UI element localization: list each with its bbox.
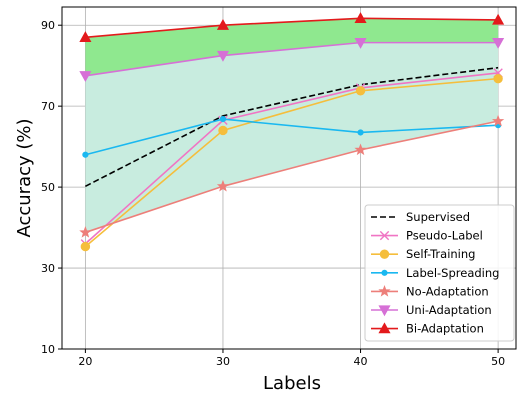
series-line-no-adaptation — [85, 120, 499, 234]
x-tick-label: 20 — [78, 355, 92, 368]
series-lines — [79, 12, 505, 252]
series-uni-adaptation — [79, 37, 505, 83]
data-point-no-adaptation — [354, 143, 367, 156]
data-point-self-training — [493, 73, 503, 84]
shaded-regions — [85, 18, 499, 233]
series-line-pseudo-label — [84, 72, 499, 245]
data-point-label-spreading — [219, 116, 227, 123]
series-supervised — [85, 66, 499, 188]
fill-region — [85, 42, 499, 233]
x-tick-label: 30 — [216, 355, 230, 368]
y-tick-label: 70 — [41, 100, 55, 113]
legend-label: No-Adaptation — [406, 284, 489, 298]
series-line-bi-adaptation — [85, 17, 499, 39]
legend-entry-supervised: Supervised — [371, 210, 470, 224]
data-point-uni-adaptation — [79, 71, 92, 83]
data-point-no-adaptation — [216, 179, 230, 192]
y-tick-label: 30 — [41, 262, 55, 275]
legend-marker — [378, 305, 391, 317]
x-tick-label: 40 — [354, 355, 368, 368]
data-point-bi-adaptation — [79, 31, 92, 43]
x-tick-label: 50 — [491, 355, 505, 368]
legend-label: Bi-Adaptation — [406, 322, 484, 336]
legend: Supervised Pseudo-Label Self-Training Label… — [364, 204, 515, 342]
tick-labels: 20 30 40 50 10 30 50 70 90 — [41, 19, 505, 368]
data-point-label-spreading — [357, 129, 364, 136]
data-point-uni-adaptation — [216, 50, 230, 62]
series-bi-adaptation — [79, 12, 505, 43]
x-axis-label: Labels — [263, 373, 321, 393]
data-point-bi-adaptation — [216, 18, 230, 30]
y-axis-label: Accuracy (%) — [14, 118, 35, 237]
plot-frame — [61, 6, 517, 350]
legend-label: Supervised — [406, 210, 470, 224]
legend-entry-self-training: Self-Training — [371, 247, 475, 261]
legend-marker — [381, 269, 388, 276]
legend-entry-no-adaptation: No-Adaptation — [371, 284, 489, 298]
data-point-uni-adaptation — [492, 37, 505, 49]
series-line-label-spreading — [85, 118, 499, 156]
legend-entry-pseudo-label: Pseudo-Label — [371, 229, 483, 243]
series-self-training — [80, 73, 503, 252]
legend-marker — [379, 230, 390, 241]
series-line-self-training — [84, 77, 499, 248]
series-no-adaptation — [79, 114, 505, 238]
series-line-uni-adaptation — [85, 41, 499, 77]
data-point-label-spreading — [82, 151, 89, 158]
legend-entry-uni-adaptation: Uni-Adaptation — [371, 303, 492, 317]
legend-marker — [379, 249, 390, 259]
legend-marker — [378, 322, 391, 334]
legend-marker — [378, 284, 391, 297]
data-point-bi-adaptation — [354, 12, 367, 23]
data-point-self-training — [80, 241, 91, 252]
legend-label: Uni-Adaptation — [406, 303, 492, 317]
legend-label: Self-Training — [406, 247, 475, 261]
y-tick-label: 90 — [41, 19, 55, 32]
data-point-uni-adaptation — [354, 37, 367, 49]
series-line-supervised — [85, 66, 499, 188]
fill-region — [85, 18, 499, 76]
legend-box — [364, 204, 515, 342]
y-tick-label: 50 — [41, 181, 55, 194]
y-tick-label: 10 — [41, 343, 55, 356]
legend-label: Label-Spreading — [406, 266, 499, 280]
legend-entry-bi-adaptation: Bi-Adaptation — [371, 322, 484, 336]
data-point-bi-adaptation — [492, 13, 505, 25]
data-point-self-training — [355, 86, 366, 96]
legend-entry-label-spreading: Label-Spreading — [371, 266, 499, 280]
legend-label: Pseudo-Label — [406, 229, 483, 243]
data-point-no-adaptation — [79, 226, 92, 238]
data-point-self-training — [218, 125, 228, 136]
data-point-no-adaptation — [491, 114, 505, 127]
